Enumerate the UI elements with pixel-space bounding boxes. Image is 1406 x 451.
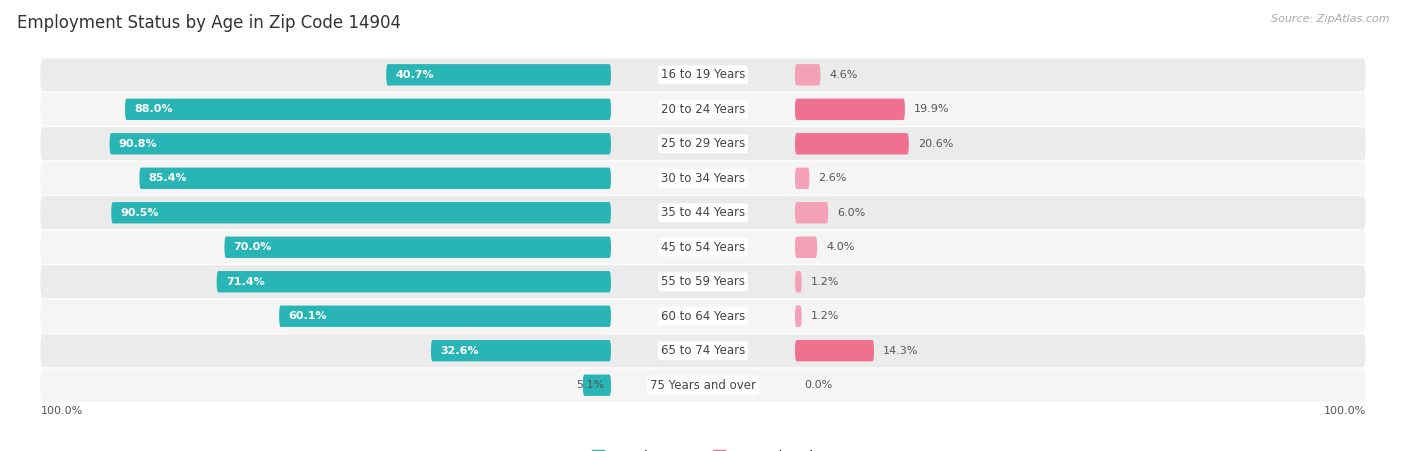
FancyBboxPatch shape [41,299,1365,333]
Text: 1.2%: 1.2% [811,277,839,287]
FancyBboxPatch shape [794,305,801,327]
FancyBboxPatch shape [217,271,612,292]
FancyBboxPatch shape [794,99,905,120]
FancyBboxPatch shape [41,265,1365,298]
Text: 100.0%: 100.0% [1323,406,1365,416]
Text: 6.0%: 6.0% [838,208,866,218]
FancyBboxPatch shape [41,58,1365,92]
FancyBboxPatch shape [41,231,1365,264]
Text: 90.5%: 90.5% [121,208,159,218]
FancyBboxPatch shape [125,99,612,120]
FancyBboxPatch shape [432,340,612,361]
Text: 85.4%: 85.4% [149,173,187,183]
FancyBboxPatch shape [41,127,1365,161]
FancyBboxPatch shape [794,64,821,86]
FancyBboxPatch shape [41,334,1365,367]
Text: 60.1%: 60.1% [288,311,328,321]
FancyBboxPatch shape [111,202,612,223]
FancyBboxPatch shape [387,64,612,86]
FancyBboxPatch shape [41,162,1365,195]
Text: 70.0%: 70.0% [233,242,271,252]
FancyBboxPatch shape [583,374,612,396]
Text: 40.7%: 40.7% [395,70,434,80]
FancyBboxPatch shape [794,202,828,223]
Legend: In Labor Force, Unemployed: In Labor Force, Unemployed [592,450,814,451]
FancyBboxPatch shape [110,133,612,155]
Text: 14.3%: 14.3% [883,346,918,356]
Text: 30 to 34 Years: 30 to 34 Years [661,172,745,185]
FancyBboxPatch shape [225,237,612,258]
Text: 88.0%: 88.0% [134,104,173,114]
Text: 35 to 44 Years: 35 to 44 Years [661,206,745,219]
Text: 32.6%: 32.6% [440,346,479,356]
FancyBboxPatch shape [794,168,810,189]
Text: Source: ZipAtlas.com: Source: ZipAtlas.com [1271,14,1389,23]
Text: 19.9%: 19.9% [914,104,949,114]
FancyBboxPatch shape [280,305,612,327]
Text: Employment Status by Age in Zip Code 14904: Employment Status by Age in Zip Code 149… [17,14,401,32]
Text: 1.2%: 1.2% [811,311,839,321]
Text: 5.1%: 5.1% [576,380,605,390]
Text: 60 to 64 Years: 60 to 64 Years [661,310,745,323]
Text: 25 to 29 Years: 25 to 29 Years [661,137,745,150]
FancyBboxPatch shape [794,340,875,361]
Text: 2.6%: 2.6% [818,173,846,183]
Text: 4.6%: 4.6% [830,70,858,80]
Text: 100.0%: 100.0% [41,406,83,416]
Text: 20.6%: 20.6% [918,139,953,149]
Text: 20 to 24 Years: 20 to 24 Years [661,103,745,116]
FancyBboxPatch shape [794,271,801,292]
Text: 90.8%: 90.8% [118,139,157,149]
FancyBboxPatch shape [41,368,1365,402]
Text: 0.0%: 0.0% [804,380,832,390]
Text: 45 to 54 Years: 45 to 54 Years [661,241,745,254]
FancyBboxPatch shape [41,93,1365,126]
FancyBboxPatch shape [41,196,1365,229]
Text: 16 to 19 Years: 16 to 19 Years [661,68,745,81]
FancyBboxPatch shape [139,168,612,189]
Text: 71.4%: 71.4% [226,277,264,287]
Text: 75 Years and over: 75 Years and over [650,379,756,392]
FancyBboxPatch shape [794,133,908,155]
Text: 55 to 59 Years: 55 to 59 Years [661,275,745,288]
Text: 65 to 74 Years: 65 to 74 Years [661,344,745,357]
FancyBboxPatch shape [794,237,817,258]
Text: 4.0%: 4.0% [827,242,855,252]
